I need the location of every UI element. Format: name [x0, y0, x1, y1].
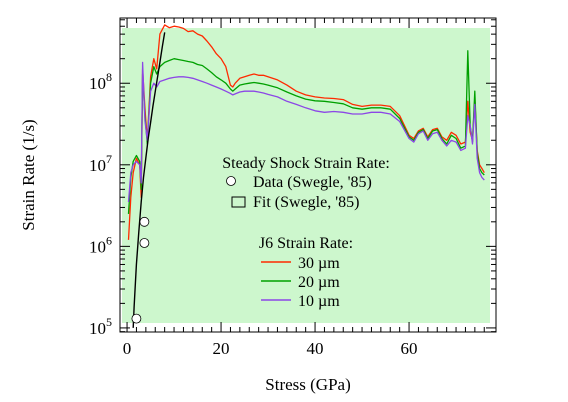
y-tick-label: 108: [89, 70, 112, 93]
legend-label-30um: 30 µm: [298, 255, 340, 272]
legend-fit-marker: [231, 196, 246, 208]
legend-heading-steady: Steady Shock Strain Rate:: [222, 155, 390, 172]
legend-label-20um: 20 µm: [298, 274, 340, 291]
legend-label-10um: 10 µm: [298, 293, 340, 310]
fit-curve: [132, 32, 166, 328]
series-layer: [127, 24, 485, 328]
data-point: [139, 216, 150, 227]
legend-data-label: Data (Swegle, '85): [253, 174, 372, 191]
data-point: [131, 313, 142, 324]
legend: Steady Shock Strain Rate: Data (Swegle, …: [222, 155, 390, 310]
data-point: [139, 238, 150, 248]
y-axis-title: Strain Rate (1/s): [19, 119, 38, 230]
legend-data-marker: [226, 176, 236, 186]
y-tick-label: 106: [89, 233, 112, 256]
legend-fit-label: Fit (Swegle, '85): [253, 194, 359, 211]
x-tick-label: 60: [401, 339, 418, 358]
legend-heading-j6: J6 Strain Rate:: [259, 235, 353, 252]
series-line-1: [127, 24, 485, 240]
x-tick-label: 0: [123, 339, 132, 358]
ticks-layer: 0 20 40 60 105 106 107 108: [89, 18, 496, 358]
x-axis-title: Stress (GPa): [265, 375, 350, 394]
x-tick-label: 40: [307, 339, 324, 358]
y-tick-label: 107: [89, 152, 112, 175]
series-line-3: [127, 61, 485, 203]
y-tick-label: 105: [89, 315, 112, 338]
x-tick-label: 20: [213, 339, 230, 358]
plot-frame: [119, 17, 497, 333]
